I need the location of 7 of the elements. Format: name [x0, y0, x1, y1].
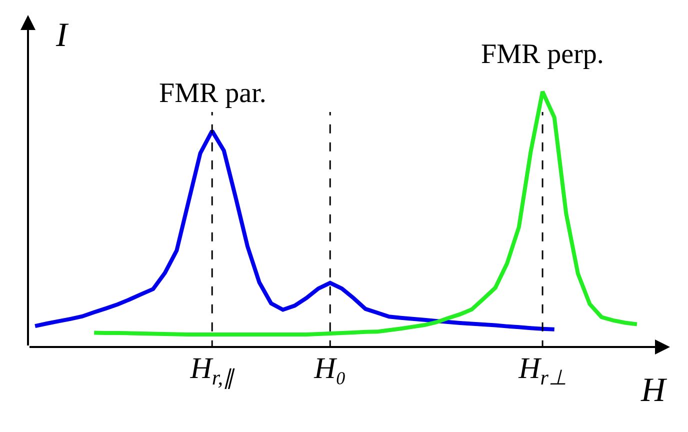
x-axis-title: H: [640, 372, 668, 409]
y-axis-title: I: [55, 17, 69, 54]
x-tick-label: H$_{r,∥}$: [189, 352, 235, 390]
annotation: FMR par.: [159, 78, 266, 109]
x-tick-label: H₀: [313, 352, 346, 385]
x-tick-label: H$_{r⊥}$: [518, 352, 566, 390]
annotation: FMR perp.: [481, 39, 604, 70]
